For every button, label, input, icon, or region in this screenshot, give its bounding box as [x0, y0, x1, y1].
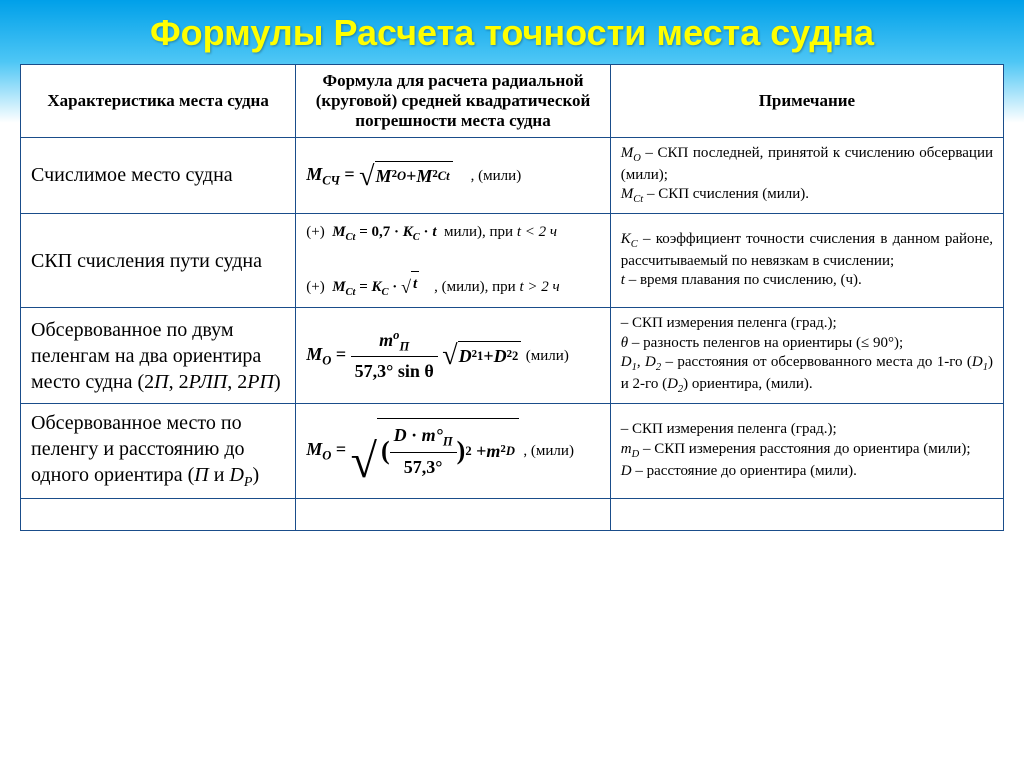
- table-row-empty: [21, 498, 1004, 530]
- formula-lead: MСЧ: [306, 164, 340, 184]
- row3-formula: MO = moП 57,3° sin θ √ D²1 + D²2 (мили): [296, 308, 611, 403]
- table-row: Обсервованное место по пеленгу и расстоя…: [21, 403, 1004, 498]
- row3-note: – СКП измерения пеленга (град.);θ – разн…: [610, 308, 1003, 403]
- table-row: Счислимое место судна MСЧ = √ M²O + M²Ct…: [21, 138, 1004, 214]
- row1-note: MO – СКП последней, принятой к счислению…: [610, 138, 1003, 214]
- empty-cell: [296, 498, 611, 530]
- sqrt-icon: √ D²1 + D²2: [442, 341, 521, 371]
- fraction: moП 57,3° sin θ: [351, 325, 438, 387]
- sqrt-icon: √ ( D · m°П 57,3° )2 + m²D: [351, 418, 519, 484]
- header-characteristic: Характеристика места судна: [21, 65, 296, 138]
- row2-formula: (+) MCt = 0,7 · KC · t мили), при t < 2 …: [296, 213, 611, 308]
- unit-text: , (мили): [471, 168, 522, 184]
- table-row: Обсервованное по двум пеленгам на два ор…: [21, 308, 1004, 403]
- slide-title: Формулы Расчета точности места судна: [20, 12, 1004, 54]
- row1-char: Счислимое место судна: [21, 138, 296, 214]
- row4-note: – СКП измерения пеленга (град.);mD – СКП…: [610, 403, 1003, 498]
- empty-cell: [21, 498, 296, 530]
- empty-cell: [610, 498, 1003, 530]
- header-formula: Формула для расчета радиальной (круговой…: [296, 65, 611, 138]
- formula-table: Характеристика места судна Формула для р…: [20, 64, 1004, 531]
- row2-note: KC – коэффициент точности счисления в да…: [610, 213, 1003, 308]
- sqrt-icon: √ M²O + M²Ct: [359, 161, 453, 191]
- slide-container: Формулы Расчета точности места судна Хар…: [0, 0, 1024, 767]
- row1-formula: MСЧ = √ M²O + M²Ct , (мили): [296, 138, 611, 214]
- unit-text: (мили): [526, 348, 569, 364]
- header-note: Примечание: [610, 65, 1003, 138]
- row4-char: Обсервованное место по пеленгу и расстоя…: [21, 403, 296, 498]
- row4-formula: MO = √ ( D · m°П 57,3° )2 + m²D: [296, 403, 611, 498]
- unit-text: , (мили): [523, 443, 574, 459]
- header-row: Характеристика места судна Формула для р…: [21, 65, 1004, 138]
- table-row: СКП счисления пути судна (+) MCt = 0,7 ·…: [21, 213, 1004, 308]
- row3-char: Обсервованное по двум пеленгам на два ор…: [21, 308, 296, 403]
- row2-char: СКП счисления пути судна: [21, 213, 296, 308]
